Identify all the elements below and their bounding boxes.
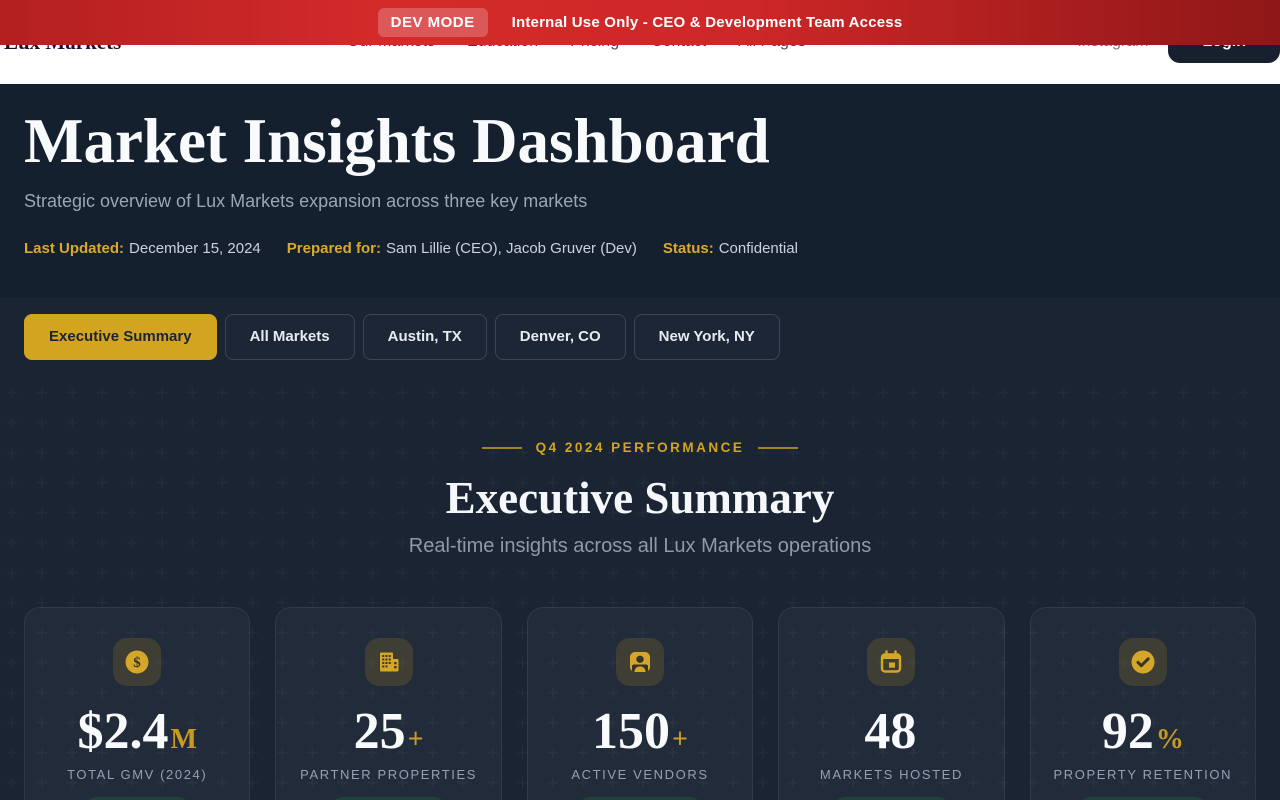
stat-label: ACTIVE VENDORS: [571, 766, 709, 782]
dev-banner: DEV MODE Internal Use Only - CEO & Devel…: [0, 0, 1280, 45]
dev-mode-badge: DEV MODE: [377, 8, 488, 37]
banner-message: Internal Use Only - CEO & Development Te…: [511, 14, 903, 31]
meta-status: Status: Confidential: [662, 240, 798, 258]
section-eyebrow: Q4 2024 PERFORMANCE: [0, 440, 1280, 455]
eyebrow-line-left: [481, 446, 522, 449]
stat-label: MARKETS HOSTED: [819, 766, 963, 782]
stat-value: 48: [864, 702, 917, 760]
building-icon: [379, 652, 399, 672]
meta-row: Last Updated: December 15, 2024 Prepared …: [24, 239, 1256, 259]
stat-card-markets-hosted: 48 MARKETS HOSTED ▲+18 vs 2023: [778, 606, 1005, 800]
stat-value: 150+: [592, 702, 688, 760]
eyebrow-line-right: [758, 446, 799, 449]
stat-card-total-gmv: $ $2.4M TOTAL GMV (2024) ▲+34% YoY: [24, 606, 251, 800]
section-title: Executive Summary: [445, 473, 835, 524]
trend-badge: ▲+42 this year: [577, 796, 703, 800]
stat-icon-tile: [616, 637, 665, 686]
svg-text:$: $: [133, 655, 141, 671]
stat-cards: $ $2.4M TOTAL GMV (2024) ▲+34% YoY: [24, 606, 1257, 800]
page-subtitle: Strategic overview of Lux Markets expans…: [24, 191, 588, 212]
stat-value: 25+: [353, 702, 424, 760]
trend-badge: ▲+18 vs 2023: [832, 796, 951, 800]
stat-value: $2.4M: [77, 702, 197, 760]
stat-card-active-vendors: 150+ ACTIVE VENDORS ▲+42 this year: [526, 606, 754, 800]
calendar-icon: [881, 649, 902, 673]
stat-label: PARTNER PROPERTIES: [300, 766, 478, 782]
stat-icon-tile: $: [113, 637, 162, 686]
page-title: Market Insights Dashboard: [24, 106, 770, 176]
stat-card-property-retention: 92% PROPERTY RETENTION ▲+5% vs target: [1029, 606, 1257, 800]
stat-card-partner-properties: 25+ PARTNER PROPERTIES ▲+8 this year: [275, 606, 502, 800]
stat-value: 92%: [1101, 702, 1184, 760]
stat-icon-tile: [867, 637, 916, 686]
trend-badge: ▲+34% YoY: [83, 796, 191, 800]
vendor-badge-icon: [630, 651, 651, 672]
trend-badge: ▲+8 this year: [329, 796, 448, 800]
tab-bar: Executive Summary All Markets Austin, TX…: [0, 298, 1280, 378]
stat-icon-tile: [1118, 637, 1167, 686]
section-header: Q4 2024 PERFORMANCE Executive Summary Re…: [0, 377, 1280, 559]
stat-label: PROPERTY RETENTION: [1053, 766, 1233, 782]
stat-label: TOTAL GMV (2024): [67, 766, 208, 782]
tab-new-york-ny[interactable]: New York, NY: [633, 314, 780, 361]
tab-austin-tx[interactable]: Austin, TX: [362, 314, 487, 361]
tab-executive-summary[interactable]: Executive Summary: [24, 314, 217, 361]
dollar-circle-icon: $: [125, 650, 149, 674]
meta-last-updated: Last Updated: December 15, 2024: [24, 240, 261, 258]
meta-prepared-for: Prepared for: Sam Lillie (CEO), Jacob Gru…: [286, 240, 637, 258]
tab-denver-co[interactable]: Denver, CO: [494, 314, 626, 361]
trend-badge: ▲+5% vs target: [1077, 796, 1208, 800]
stat-icon-tile: [364, 637, 413, 686]
check-circle-icon: [1131, 650, 1155, 674]
tab-all-markets[interactable]: All Markets: [224, 314, 355, 361]
hero-section: Market Insights Dashboard Strategic over…: [0, 84, 1280, 299]
section-subtitle: Real-time insights across all Lux Market…: [408, 534, 872, 557]
executive-summary-section: ++++++++++++++++++++++++++++++++++++++++…: [0, 377, 1280, 800]
